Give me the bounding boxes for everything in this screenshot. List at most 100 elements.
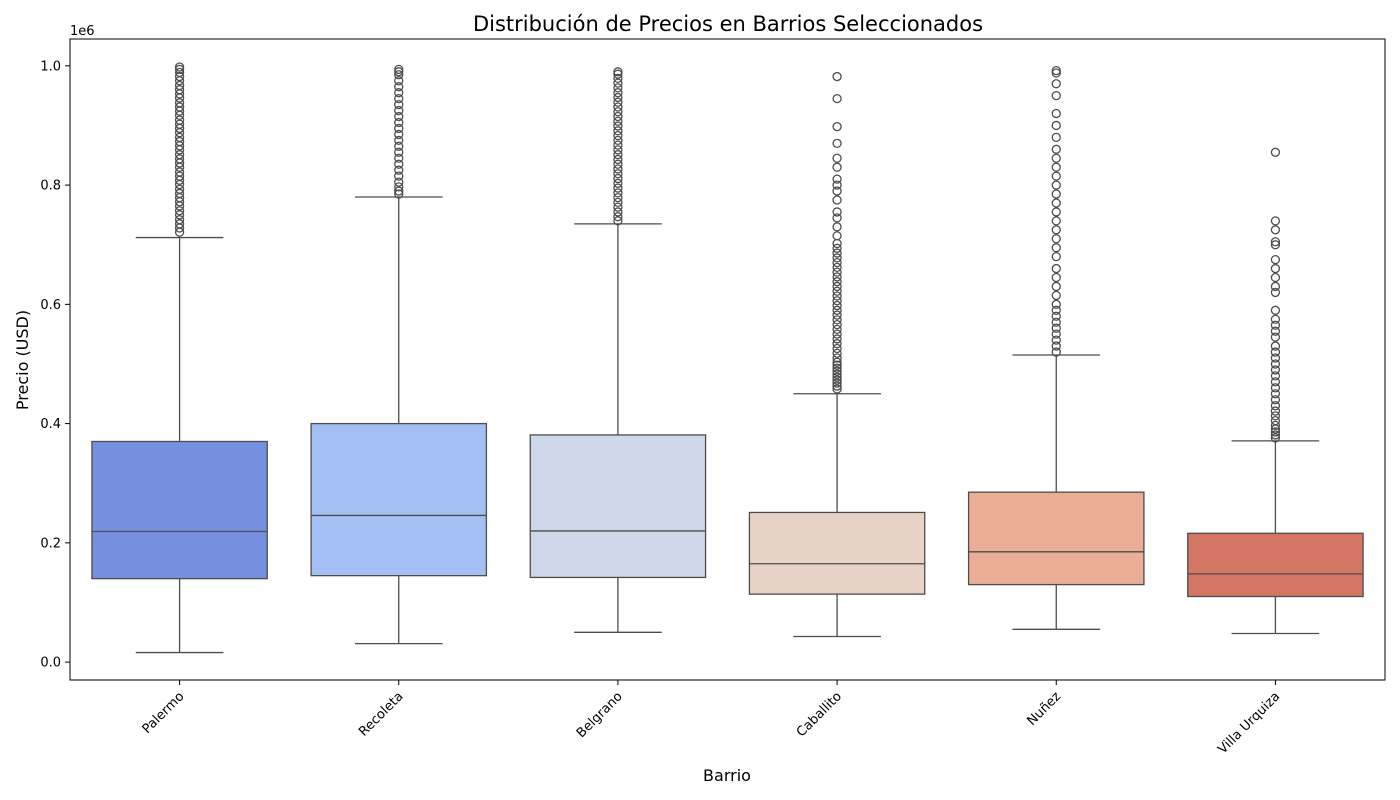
x-tick-label: Caballito xyxy=(794,689,845,740)
iqr-box xyxy=(1187,532,1364,598)
outlier-point xyxy=(1270,383,1281,393)
outlier-point xyxy=(1051,317,1061,327)
outlier-point xyxy=(174,210,185,220)
outlier-point xyxy=(832,238,842,249)
outlier-point xyxy=(394,82,404,92)
box-group-2 xyxy=(529,67,707,633)
outlier-point xyxy=(613,116,623,126)
outlier-point xyxy=(832,262,842,273)
box-group-4 xyxy=(967,65,1145,630)
outlier-point xyxy=(1270,389,1281,399)
outlier-point xyxy=(613,69,623,79)
outlier-point xyxy=(1270,377,1281,387)
outlier-point xyxy=(832,207,842,217)
outlier-point xyxy=(1270,427,1281,437)
outlier-point xyxy=(832,291,842,301)
outlier-point xyxy=(832,357,842,367)
outlier-point xyxy=(1270,225,1281,235)
outlier-point xyxy=(832,257,842,268)
outlier-point xyxy=(832,93,842,104)
outlier-point xyxy=(174,150,185,160)
outlier-point xyxy=(1051,347,1061,357)
outlier-point xyxy=(613,97,623,107)
outlier-point xyxy=(613,130,623,141)
outlier-point xyxy=(832,222,842,232)
outlier-point xyxy=(832,310,842,320)
x-axis: Palermo Recoleta Belgrano Caballito Nuñez Vil… xyxy=(140,680,1283,757)
outlier-point xyxy=(1270,406,1281,416)
outlier-point xyxy=(1051,207,1061,217)
outlier-point xyxy=(613,92,623,103)
outlier-point xyxy=(394,182,404,192)
outlier-point xyxy=(613,164,623,174)
outlier-point xyxy=(613,183,623,193)
outlier-point xyxy=(1270,365,1281,375)
outlier-point xyxy=(394,117,404,128)
outlier-point xyxy=(1051,272,1061,283)
chart-title: Distribución de Precios en Barrios Selec… xyxy=(473,12,983,36)
outlier-point xyxy=(832,366,842,376)
outlier-point xyxy=(174,102,185,112)
outlier-point xyxy=(832,153,842,163)
outlier-point xyxy=(1051,290,1061,301)
outlier-point xyxy=(613,140,623,150)
y-tick-label: 0.6 xyxy=(40,298,61,313)
outlier-point xyxy=(1051,251,1061,262)
outlier-point xyxy=(1051,144,1061,154)
outlier-point xyxy=(832,243,842,253)
outlier-point xyxy=(613,145,623,155)
outlier-point xyxy=(613,102,623,112)
outlier-point xyxy=(174,184,185,194)
outlier-point xyxy=(394,93,404,104)
outlier-point xyxy=(394,67,404,77)
outlier-point xyxy=(832,277,842,287)
outlier-point xyxy=(174,119,185,129)
outlier-point xyxy=(1270,320,1281,330)
outlier-point xyxy=(1051,329,1061,339)
outlier-point xyxy=(1270,240,1281,250)
y-tick-label: 0.4 xyxy=(40,417,61,432)
outlier-point xyxy=(394,165,404,175)
outlier-point xyxy=(174,85,185,95)
outlier-point xyxy=(613,126,623,136)
outlier-point xyxy=(1270,254,1281,265)
outlier-point xyxy=(174,171,185,181)
outlier-point xyxy=(1270,401,1281,411)
outlier-point xyxy=(613,159,623,169)
outlier-point xyxy=(832,296,842,306)
outlier-point xyxy=(832,231,842,241)
outlier-point xyxy=(613,197,623,208)
outlier-point xyxy=(1270,415,1281,426)
axes-frame xyxy=(69,38,1386,681)
outlier-point xyxy=(1051,153,1061,163)
y-offset-label: 1e6 xyxy=(70,24,95,39)
x-tick-label: Recoleta xyxy=(356,689,406,739)
outlier-point xyxy=(1270,314,1281,324)
outlier-point xyxy=(613,135,623,146)
outlier-point xyxy=(1051,189,1061,199)
outlier-point xyxy=(832,363,842,373)
outlier-point xyxy=(394,99,404,110)
outlier-point xyxy=(832,286,842,296)
outlier-point xyxy=(613,169,623,179)
outlier-point xyxy=(174,219,185,229)
outlier-point xyxy=(394,88,404,98)
outlier-point xyxy=(1051,234,1061,244)
outlier-point xyxy=(1051,171,1061,181)
outlier-point xyxy=(394,129,404,140)
y-tick-label: 1.0 xyxy=(40,59,61,74)
x-tick-label: Palermo xyxy=(140,689,188,737)
outlier-point xyxy=(832,319,842,330)
outlier-point xyxy=(1051,180,1061,190)
outlier-point xyxy=(832,71,842,82)
outlier-point xyxy=(1051,198,1061,208)
outlier-point xyxy=(1051,225,1061,235)
outlier-point xyxy=(832,378,842,388)
iqr-box xyxy=(529,434,707,579)
outlier-point xyxy=(1051,341,1061,351)
outlier-point xyxy=(394,189,404,199)
outlier-point xyxy=(1270,147,1281,157)
outlier-point xyxy=(613,107,623,117)
box-group-1 xyxy=(310,64,488,645)
outlier-point xyxy=(174,115,185,125)
